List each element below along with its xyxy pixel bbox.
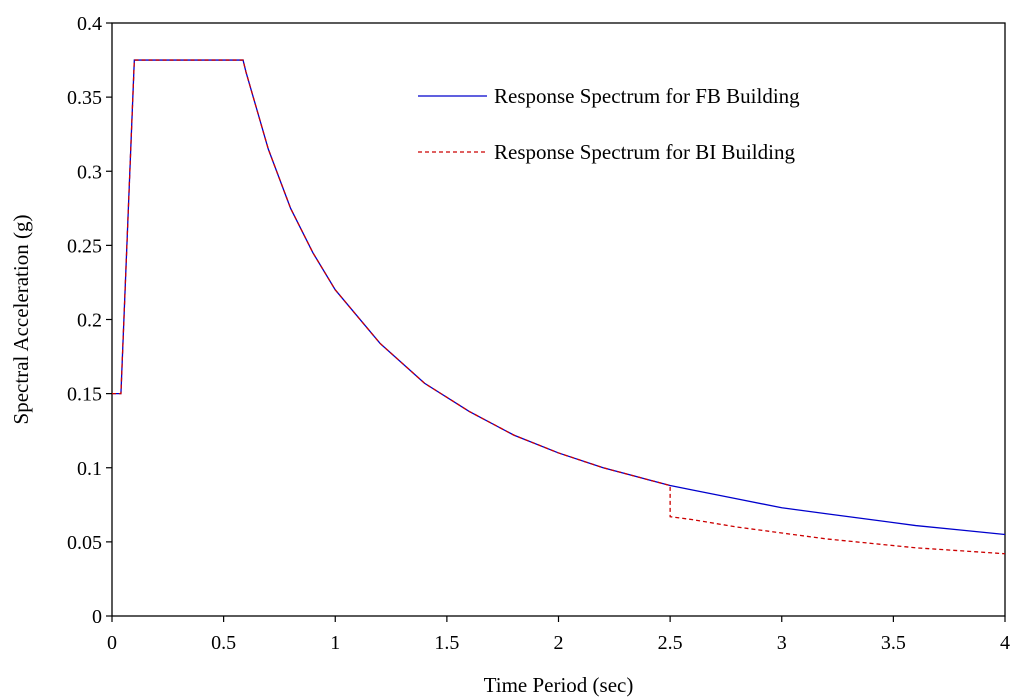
y-tick-label: 0.3 [77,161,102,183]
y-tick-label: 0.1 [77,458,102,480]
x-tick-label: 3.5 [881,632,906,654]
y-tick-label: 0.4 [77,13,102,35]
series-layer [112,59,1006,555]
y-axis: 0 0.05 0.1 0.15 0.2 0.25 0.3 0.35 0.4 [67,13,112,628]
plot-frame [111,22,1006,617]
legend-label-2: Response Spectrum for BI Building [494,140,795,164]
x-axis: 0 0.5 1 1.5 2 2.5 3 3.5 4 [107,616,1010,654]
legend-label-1: Response Spectrum for FB Building [494,84,800,108]
x-tick-label: 1 [330,632,340,654]
y-tick-label: 0.35 [67,87,102,109]
plot-area-border [111,22,1006,617]
x-tick-label: 2.5 [658,632,683,654]
y-tick-label: 0.15 [67,384,102,406]
series-line-2 [112,59,1006,555]
x-tick-label: 3 [777,632,787,654]
y-tick-label: 0.25 [67,235,102,257]
x-tick-label: 4 [1000,632,1010,654]
y-tick-label: 0 [92,606,102,628]
x-tick-label: 0.5 [211,632,236,654]
legend: Response Spectrum for FB Building Respons… [418,84,800,164]
x-tick-label: 0 [107,632,117,654]
series-line-1 [112,59,1006,536]
x-tick-label: 1.5 [434,632,459,654]
y-tick-label: 0.05 [67,532,102,554]
y-axis-title: Spectral Acceleration (g) [9,215,33,425]
x-axis-title: Time Period (sec) [484,673,634,697]
y-tick-label: 0.2 [77,310,102,332]
x-tick-label: 2 [554,632,564,654]
